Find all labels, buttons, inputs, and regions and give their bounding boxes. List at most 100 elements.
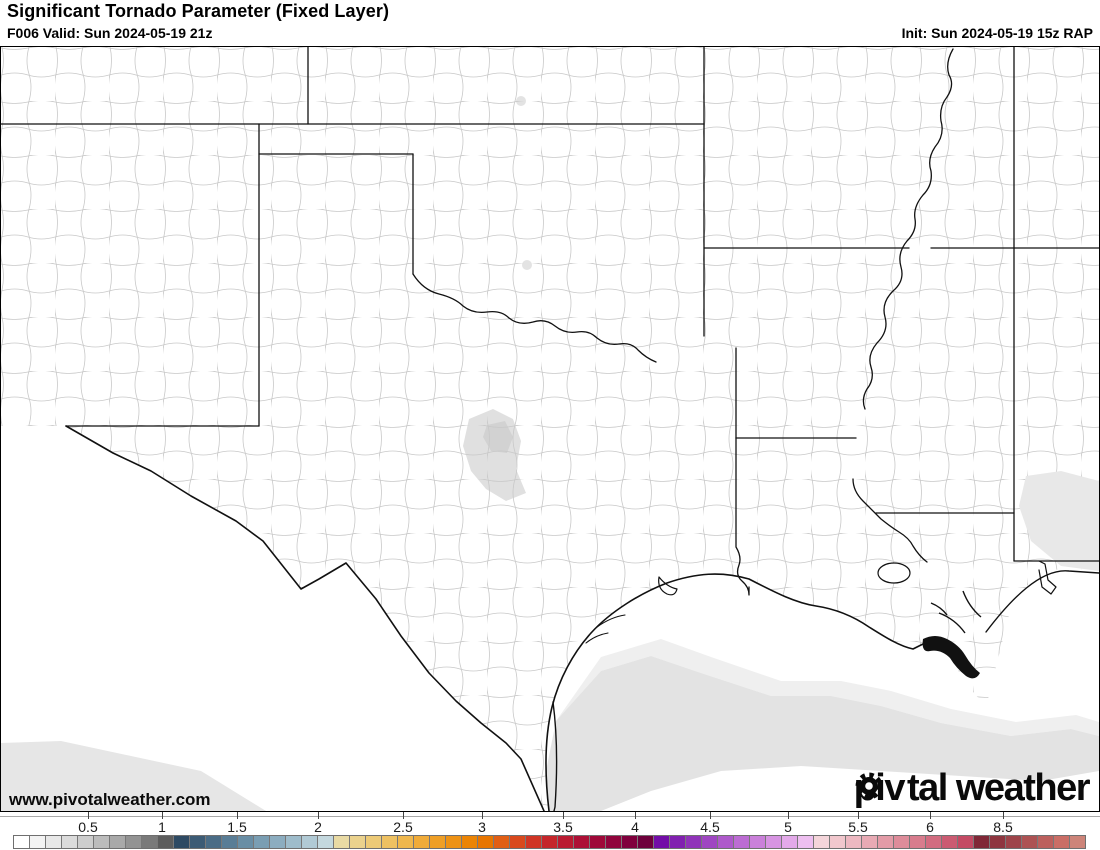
colorbar-cell xyxy=(1006,836,1022,848)
colorbar-cell xyxy=(542,836,558,848)
map-header: Significant Tornado Parameter (Fixed Lay… xyxy=(0,0,1100,46)
colorbar-cell xyxy=(686,836,702,848)
logo-text-tal-weather: tal weather xyxy=(906,767,1091,809)
colorbar-tick xyxy=(930,812,931,819)
colorbar-cell xyxy=(494,836,510,848)
colorbar-cell xyxy=(142,836,158,848)
colorbar-cell xyxy=(14,836,30,848)
colorbar-cell xyxy=(782,836,798,848)
colorbar-label: 5.5 xyxy=(848,819,868,835)
colorbar-cell xyxy=(766,836,782,848)
colorbar-cell xyxy=(718,836,734,848)
colorbar-cell xyxy=(254,836,270,848)
colorbar-tick xyxy=(635,812,636,819)
colorbar-cell xyxy=(1022,836,1038,848)
colorbar-cell xyxy=(750,836,766,848)
colorbar-tick xyxy=(563,812,564,819)
state-borders xyxy=(1,47,1099,596)
colorbar-cell xyxy=(1038,836,1054,848)
colorbar-tick xyxy=(403,812,404,819)
init-time-label: Init: Sun 2024-05-19 15z RAP xyxy=(901,25,1093,41)
colorbar-cell xyxy=(366,836,382,848)
colorbar-label: 2.5 xyxy=(393,819,413,835)
colorbar-cell xyxy=(286,836,302,848)
colorbar-cell xyxy=(126,836,142,848)
colorbar-cell xyxy=(94,836,110,848)
colorbar-label: 3.5 xyxy=(553,819,573,835)
stp-shading-gulf xyxy=(1,471,1099,811)
valid-time-label: F006 Valid: Sun 2024-05-19 21z xyxy=(7,25,213,41)
weather-map-svg xyxy=(1,47,1099,811)
website-watermark: www.pivotalweather.com xyxy=(9,790,211,809)
colorbar-cell xyxy=(302,836,318,848)
colorbar-cell xyxy=(222,836,238,848)
colorbar-tick xyxy=(162,812,163,819)
colorbar-cell xyxy=(238,836,254,848)
colorbar-cell xyxy=(670,836,686,848)
colorbar-cell xyxy=(334,836,350,848)
colorbar-cell xyxy=(814,836,830,848)
map-area[interactable]: www.pivotalweather.com piv tal weather xyxy=(0,46,1100,812)
colorbar-cell xyxy=(638,836,654,848)
colorbar-cell xyxy=(430,836,446,848)
colorbar-cell xyxy=(318,836,334,848)
colorbar-label: 4 xyxy=(631,819,639,835)
colorbar-cell xyxy=(622,836,638,848)
colorbar-cell xyxy=(270,836,286,848)
colorbar-cell xyxy=(974,836,990,848)
colorbar-cell xyxy=(734,836,750,848)
colorbar-cell xyxy=(926,836,942,848)
colorbar-cell xyxy=(382,836,398,848)
colorbar-cell xyxy=(606,836,622,848)
colorbar-cell xyxy=(574,836,590,848)
colorbar-label: 6 xyxy=(926,819,934,835)
colorbar-cell xyxy=(654,836,670,848)
colorbar-cell xyxy=(526,836,542,848)
colorbar-cell xyxy=(862,836,878,848)
colorbar-cell xyxy=(942,836,958,848)
colorbar-cell xyxy=(110,836,126,848)
colorbar-label: 1.5 xyxy=(227,819,247,835)
colorbar-label: 5 xyxy=(784,819,792,835)
colorbar-label: 3 xyxy=(478,819,486,835)
colorbar-cell xyxy=(510,836,526,848)
colorbar-cell xyxy=(30,836,46,848)
colorbar-tick xyxy=(88,812,89,819)
colorbar-cell xyxy=(958,836,974,848)
colorbar-ticks xyxy=(0,812,1100,820)
colorbar-cell xyxy=(446,836,462,848)
colorbar-cells xyxy=(13,835,1086,849)
colorbar-cell xyxy=(702,836,718,848)
colorbar-labels: 0.5 1 1.5 2 2.5 3 3.5 4 4.5 5 5.5 6 8.5 xyxy=(0,819,1100,835)
colorbar-tick xyxy=(710,812,711,819)
colorbar-cell xyxy=(878,836,894,848)
colorbar-cell xyxy=(46,836,62,848)
colorbar-cell xyxy=(174,836,190,848)
colorbar-cell xyxy=(798,836,814,848)
colorbar-rule xyxy=(0,816,1100,817)
colorbar-label: 1 xyxy=(158,819,166,835)
colorbar-tick xyxy=(237,812,238,819)
colorbar-cell xyxy=(206,836,222,848)
colorbar-cell xyxy=(1054,836,1070,848)
colorbar-cell xyxy=(158,836,174,848)
colorbar-cell xyxy=(846,836,862,848)
colorbar-cell xyxy=(894,836,910,848)
colorbar-tick xyxy=(318,812,319,819)
colorbar-label: 8.5 xyxy=(993,819,1013,835)
colorbar-label: 4.5 xyxy=(700,819,720,835)
colorbar-cell xyxy=(414,836,430,848)
colorbar-label: 2 xyxy=(314,819,322,835)
colorbar-cell xyxy=(830,836,846,848)
colorbar-cell xyxy=(462,836,478,848)
colorbar-cell xyxy=(78,836,94,848)
coastline xyxy=(65,425,1099,811)
colorbar-tick xyxy=(788,812,789,819)
colorbar-cell xyxy=(398,836,414,848)
page-title: Significant Tornado Parameter (Fixed Lay… xyxy=(7,1,390,21)
colorbar-cell xyxy=(910,836,926,848)
colorbar-cell xyxy=(590,836,606,848)
mississippi-delta-detail xyxy=(877,562,982,679)
colorbar-cell xyxy=(478,836,494,848)
